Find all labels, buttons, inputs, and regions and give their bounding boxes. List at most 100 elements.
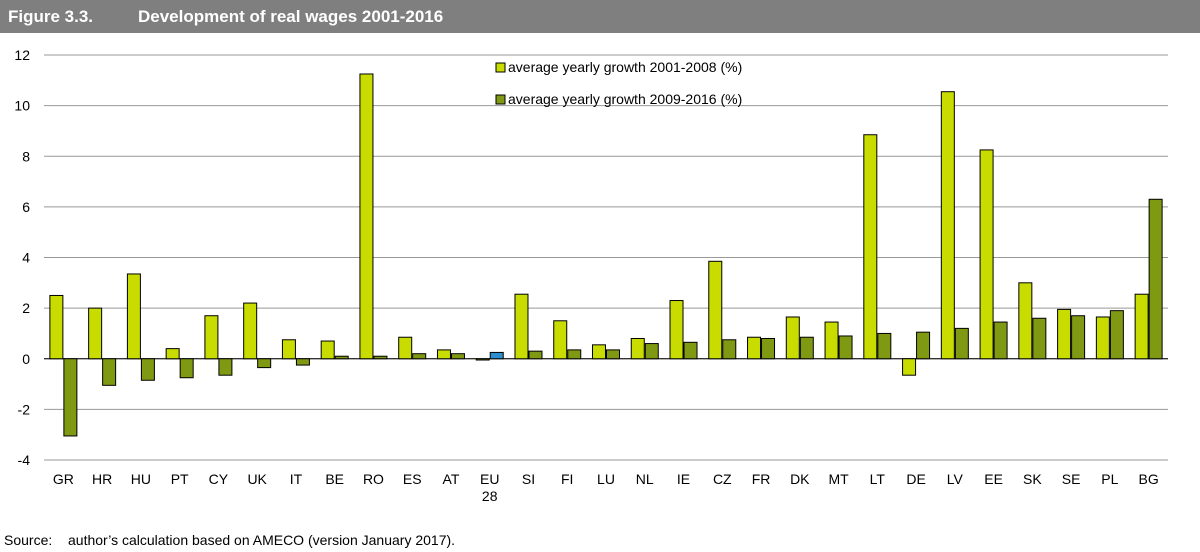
x-tick-label: HR [92,471,112,487]
x-tick-label: EE [984,471,1003,487]
x-tick-label: FI [561,471,573,487]
bar-series-1 [747,336,762,360]
bar-series-2 [838,335,853,360]
bar-series-2 [644,343,659,360]
x-tick-label: SK [1023,471,1042,487]
x-tick-label: CY [209,471,229,487]
bar-series-1 [708,260,723,360]
x-tick-label: PT [171,471,189,487]
bar-series-2 [916,331,931,360]
x-tick-label: UK [247,471,267,487]
x-tick-label: SE [1062,471,1081,487]
bar-series-1 [940,91,955,360]
bar-series-2 [761,338,776,360]
y-tick-label: 0 [22,351,30,367]
bar-series-2 [373,355,388,360]
bar-series-1 [514,293,529,360]
bar-series-2 [606,349,620,360]
bar-series-2 [722,339,737,360]
bar-series-2 [63,358,78,437]
x-tick-label: PL [1101,471,1118,487]
bar-series-2 [102,358,117,386]
bar-series-1 [902,358,917,376]
bar-series-2 [257,358,272,369]
bar-series-1 [630,338,645,360]
x-tick-label: LU [597,471,615,487]
y-tick-label: 6 [22,199,30,215]
x-tick-label: DE [906,471,925,487]
x-tick-label: RO [363,471,384,487]
bar-series-1 [553,320,568,360]
bar-chart: -4 -2 0 2 4 6 8 10 12 GR HR HU PT CY UK IT BE RO ES AT EU 28 S… [14,47,1168,504]
y-tick-label: -2 [18,401,31,417]
y-tick-label: 8 [22,148,30,164]
source-note: Source: author’s calculation based on AME… [4,532,455,548]
bar-series-1 [824,321,839,360]
x-tick-label: NL [636,471,654,487]
x-tick-label: SI [522,471,535,487]
bar-series-1 [320,340,335,360]
x-tick-label: HU [131,471,151,487]
bar-series-2 [1032,317,1047,360]
legend-label: average yearly growth 2001-2008 (%) [508,59,742,75]
bar-series-1 [165,348,180,360]
bar-series-1 [243,302,258,360]
bar-series-2 [683,341,698,360]
y-tick-label: 2 [22,300,30,316]
bar-series-1 [281,339,296,360]
legend-swatch [495,62,506,73]
bar-series-2 [1148,198,1163,360]
bar-series-1 [88,307,103,360]
y-tick-label: 12 [14,47,30,63]
bar-series-2 [1109,310,1124,360]
bar-series-1 [436,349,451,360]
x-tick-label: IE [677,471,690,487]
x-tick-label: GR [53,471,74,487]
bar-series-1 [475,358,490,361]
legend-swatch [495,94,506,105]
x-tick-label: MT [828,471,849,487]
x-tick-label: ES [403,471,422,487]
bar-series-1 [359,73,374,360]
bar-series-1 [979,149,994,360]
source-label: Source: [4,532,53,548]
bar-series-2 [799,336,814,360]
bar-series-1 [1057,308,1072,360]
bar-series-1 [49,294,64,360]
bar-series-1 [398,336,413,360]
x-tick-label: LV [947,471,964,487]
bar-series-2 [489,351,504,360]
bar-series-2 [1071,315,1086,360]
figure-header: Figure 3.3. Development of real wages 20… [0,0,1200,33]
bar-series-1 [126,273,141,360]
figure-number: Figure 3.3. [8,7,94,26]
bar-series-2 [295,358,310,366]
bar-series-2 [528,350,543,360]
source-text: author’s calculation based on AMECO (ver… [68,532,456,548]
x-tick-label: BG [1139,471,1159,487]
bar-series-1 [785,316,800,360]
x-tick-label: LT [870,471,886,487]
x-tick-label: DK [790,471,810,487]
bar-series-1 [1018,282,1033,360]
bar-series-1 [863,134,878,360]
bar-series-2 [567,349,582,360]
bar-series-1 [204,315,219,360]
bar-series-1 [592,344,606,360]
bar-series-1 [1095,316,1110,360]
bar-series-2 [218,358,233,376]
x-tick-label: BE [325,471,344,487]
bar-series-2 [179,358,194,379]
bar-series-2 [954,327,969,360]
bar-series-1 [669,300,684,360]
y-tick-label: 4 [22,250,30,266]
bar-series-2 [334,355,349,360]
y-tick-label: -4 [18,452,31,468]
y-tick-label: 10 [14,98,30,114]
bar-series-2 [140,358,155,381]
x-tick-label: EU 28 [480,471,499,504]
x-tick-label: IT [290,471,303,487]
bar-series-2 [993,321,1008,360]
bar-series-1 [1134,293,1149,360]
x-tick-label: CZ [713,471,732,487]
